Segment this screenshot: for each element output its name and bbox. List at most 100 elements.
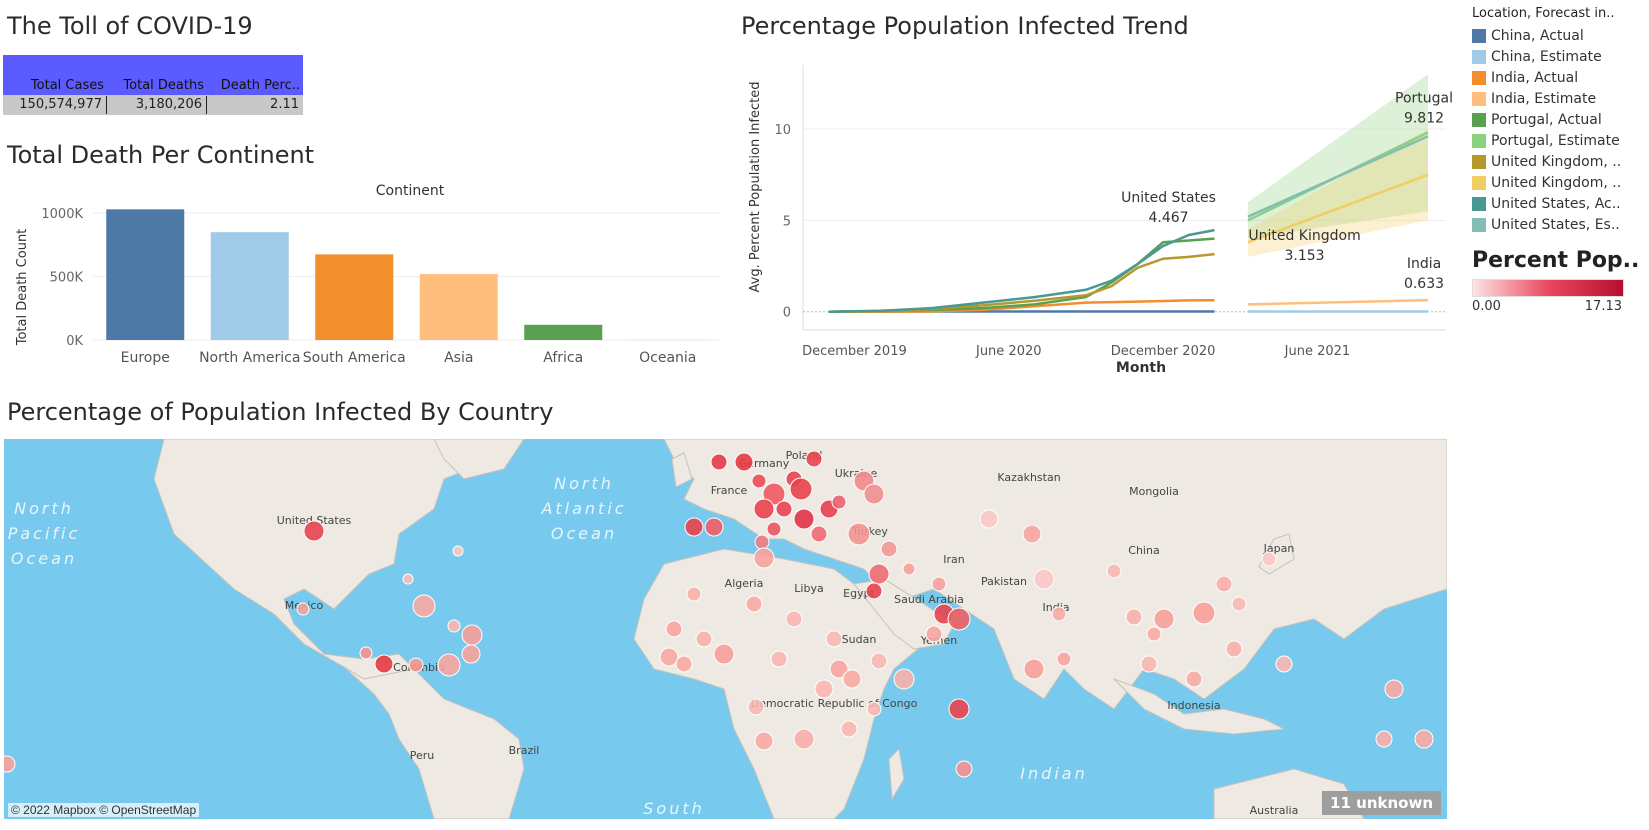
- country-bubble[interactable]: [979, 509, 999, 529]
- country-bubble[interactable]: [866, 701, 882, 717]
- series-line-6[interactable]: [828, 252, 1215, 313]
- map-attribution[interactable]: © 2022 Mapbox © OpenStreetMap: [8, 803, 200, 817]
- series-line-3[interactable]: [1247, 298, 1429, 306]
- country-bubble[interactable]: [829, 659, 849, 679]
- legend-item[interactable]: Portugal, Estimate: [1472, 130, 1649, 151]
- country-bubble[interactable]: [1192, 601, 1216, 625]
- country-bubble[interactable]: [805, 450, 823, 468]
- country-bubble[interactable]: [1153, 608, 1175, 630]
- country-bubble[interactable]: [793, 728, 815, 750]
- legend-item[interactable]: India, Actual: [1472, 67, 1649, 88]
- country-bubble[interactable]: [770, 650, 788, 668]
- country-bubble[interactable]: [1022, 524, 1042, 544]
- country-bubble[interactable]: [684, 517, 704, 537]
- country-bubble[interactable]: [1033, 568, 1055, 590]
- country-bubble[interactable]: [747, 698, 765, 716]
- legend-item[interactable]: United States, Ac..: [1472, 193, 1649, 214]
- country-bubble[interactable]: [734, 452, 754, 472]
- country-bubble[interactable]: [296, 602, 310, 616]
- series-line-9[interactable]: [1247, 135, 1429, 218]
- country-bubble[interactable]: [831, 494, 847, 510]
- legend-item[interactable]: India, Estimate: [1472, 88, 1649, 109]
- bar-europe[interactable]: [106, 209, 185, 340]
- world-map[interactable]: North Pacific Ocean North Atlantic Ocean India…: [4, 439, 1447, 819]
- legend-item[interactable]: United States, Es..: [1472, 214, 1649, 235]
- country-bubble[interactable]: [754, 731, 774, 751]
- country-bubble[interactable]: [1414, 729, 1434, 749]
- country-bubble[interactable]: [825, 630, 843, 648]
- country-bubble[interactable]: [870, 652, 888, 670]
- country-bubble[interactable]: [865, 582, 883, 600]
- country-bubble[interactable]: [753, 498, 775, 520]
- country-bubble[interactable]: [1140, 655, 1158, 673]
- country-bubble[interactable]: [789, 477, 813, 501]
- country-bubble[interactable]: [948, 698, 970, 720]
- country-bubble[interactable]: [1215, 575, 1233, 593]
- country-bubble[interactable]: [461, 644, 481, 664]
- legend-item[interactable]: China, Estimate: [1472, 46, 1649, 67]
- country-bubble[interactable]: [902, 562, 916, 576]
- legend-item[interactable]: Portugal, Actual: [1472, 109, 1649, 130]
- country-bubble[interactable]: [793, 508, 815, 530]
- series-line-7[interactable]: [1247, 173, 1429, 244]
- kpi-header-total-cases[interactable]: Total Cases: [30, 78, 104, 93]
- series-line-8[interactable]: [828, 228, 1215, 313]
- country-bubble[interactable]: [775, 500, 793, 518]
- country-bubble[interactable]: [1023, 658, 1045, 680]
- country-bubble[interactable]: [1125, 608, 1143, 626]
- country-bubble[interactable]: [686, 586, 702, 602]
- country-bubble[interactable]: [863, 483, 885, 505]
- country-bubble[interactable]: [745, 595, 763, 613]
- country-bubble[interactable]: [751, 473, 767, 489]
- country-bubble[interactable]: [1275, 655, 1293, 673]
- country-bubble[interactable]: [842, 669, 862, 689]
- country-bubble[interactable]: [1146, 626, 1162, 642]
- country-bubble[interactable]: [659, 647, 679, 667]
- legend-item[interactable]: United Kingdom, ..: [1472, 151, 1649, 172]
- country-bubble[interactable]: [437, 653, 461, 677]
- country-bubble[interactable]: [665, 620, 683, 638]
- unknown-count-badge[interactable]: 11 unknown: [1322, 791, 1441, 815]
- country-bubble[interactable]: [931, 576, 947, 592]
- country-bubble[interactable]: [303, 520, 325, 542]
- country-bubble[interactable]: [766, 521, 782, 537]
- kpi-total-deaths[interactable]: 3,180,206: [107, 96, 207, 114]
- country-bubble[interactable]: [947, 607, 971, 631]
- country-bubble[interactable]: [412, 594, 436, 618]
- country-bubble[interactable]: [713, 643, 735, 665]
- country-bubble[interactable]: [1185, 670, 1203, 688]
- country-bubble[interactable]: [1384, 679, 1404, 699]
- bar-africa[interactable]: [524, 324, 603, 340]
- country-bubble[interactable]: [359, 646, 373, 660]
- country-bubble[interactable]: [753, 547, 775, 569]
- country-bubble[interactable]: [762, 482, 786, 506]
- country-bubble[interactable]: [1231, 596, 1247, 612]
- country-bubble[interactable]: [1106, 563, 1122, 579]
- kpi-header-death-percent[interactable]: Death Perc..: [220, 78, 300, 93]
- country-bubble[interactable]: [810, 525, 828, 543]
- country-bubble[interactable]: [814, 679, 834, 699]
- country-bubble[interactable]: [675, 655, 693, 673]
- country-bubble[interactable]: [893, 668, 915, 690]
- kpi-total-cases[interactable]: 150,574,977: [3, 96, 107, 114]
- country-bubble[interactable]: [402, 573, 414, 585]
- country-bubble[interactable]: [447, 619, 461, 633]
- country-bubble[interactable]: [1375, 730, 1393, 748]
- kpi-death-percent[interactable]: 2.11: [270, 97, 299, 112]
- country-bubble[interactable]: [695, 630, 713, 648]
- country-bubble[interactable]: [4, 755, 16, 773]
- bar-south-america[interactable]: [315, 254, 394, 340]
- country-bubble[interactable]: [704, 517, 724, 537]
- country-bubble[interactable]: [1056, 651, 1072, 667]
- bar-asia[interactable]: [419, 274, 498, 340]
- country-bubble[interactable]: [1261, 551, 1277, 567]
- country-bubble[interactable]: [1225, 640, 1243, 658]
- legend-item[interactable]: China, Actual: [1472, 25, 1649, 46]
- country-bubble[interactable]: [840, 720, 858, 738]
- country-bubble[interactable]: [955, 760, 973, 778]
- legend-item[interactable]: United Kingdom, ..: [1472, 172, 1649, 193]
- country-bubble[interactable]: [408, 657, 424, 673]
- country-bubble[interactable]: [1051, 606, 1067, 622]
- country-bubble[interactable]: [880, 540, 898, 558]
- kpi-header-total-deaths[interactable]: Total Deaths: [123, 78, 204, 93]
